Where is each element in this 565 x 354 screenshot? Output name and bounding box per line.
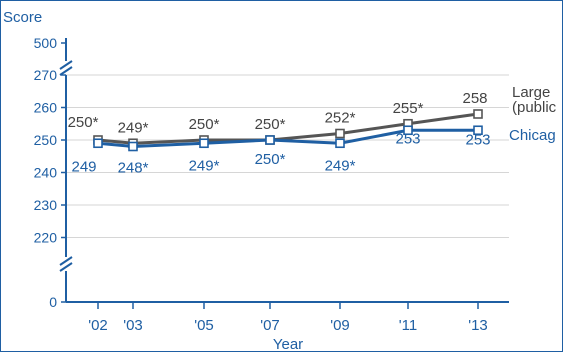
- series-1-data-label-0: 249: [71, 158, 96, 175]
- x-tick-label-2: '05: [194, 317, 214, 334]
- series-0-marker-6: [473, 109, 483, 119]
- series-1-data-label-3: 250*: [255, 151, 286, 168]
- y-tick-label-500: 500: [34, 35, 58, 51]
- series-1-marker-1: [128, 141, 138, 152]
- series-0-data-label-3: 250*: [255, 116, 286, 133]
- series-1-marker-6: [473, 125, 483, 136]
- x-axis-ticks: '02 '03 '05 '07 '09 '11 '13: [88, 317, 488, 334]
- legend-entry-chicago: Chicag: [509, 127, 556, 144]
- series-0-marker-4: [335, 128, 345, 139]
- series-1-marker-3: [265, 135, 275, 145]
- legend-entry-large-line-1: (public: [512, 99, 557, 116]
- x-tick-label-5: '11: [399, 317, 417, 334]
- y-tick-label-250: 250: [34, 132, 58, 148]
- legend-entry-large-line-0: Large: [512, 84, 550, 101]
- y-tick-label-260: 260: [34, 100, 58, 116]
- series-1-marker-2: [199, 138, 209, 149]
- series-0-data-label-6: 258: [462, 90, 487, 107]
- y-axis-title: Score: [3, 9, 42, 26]
- x-tick-label-0: '02: [88, 317, 108, 334]
- series-1-marker-0: [93, 138, 103, 149]
- x-tick-label-1: '03: [123, 317, 143, 334]
- series-1-data-label-1: 248*: [118, 160, 149, 177]
- series-line-0: [97, 112, 479, 145]
- series-1-data-label-2: 249*: [189, 157, 220, 174]
- x-tick-label-6: '13: [468, 317, 488, 334]
- x-tick-label-4: '09: [330, 317, 350, 334]
- series-group: 250* 249* 250* 250* 252* 255* 258 249 248* 249* 25…: [68, 90, 491, 177]
- series-1-marker-4: [335, 138, 345, 149]
- series-1-marker-5: [403, 125, 413, 136]
- axis-break-mark-1a: [59, 60, 73, 70]
- x-tick-label-3: '07: [260, 317, 280, 334]
- series-0-data-label-5: 255*: [393, 100, 424, 117]
- y-axis-ticks: 0 220 230 240 250 260 270 500: [34, 35, 58, 310]
- y-tick-label-240: 240: [34, 165, 58, 181]
- y-tick-label-270: 270: [34, 67, 58, 83]
- x-axis-title: Year: [273, 336, 303, 352]
- axes: [59, 38, 509, 309]
- axis-break-mark-1b: [59, 66, 73, 76]
- series-1-data-label-4: 249*: [325, 157, 356, 174]
- y-tick-label-0: 0: [49, 294, 57, 310]
- y-tick-label-230: 230: [34, 197, 58, 213]
- axis-break-mark-2b: [59, 262, 73, 272]
- series-0-data-label-2: 250*: [189, 116, 220, 133]
- y-tick-label-220: 220: [34, 230, 58, 246]
- series-1-data-label-6: 253: [465, 131, 490, 148]
- legend: Large(public Chicag: [509, 84, 557, 144]
- series-0-data-label-4: 252*: [325, 110, 356, 127]
- series-0-data-label-0: 250*: [68, 114, 99, 131]
- gridlines: [66, 74, 509, 238]
- axis-break-mark-2a: [59, 256, 73, 266]
- series-1-data-label-5: 253: [395, 130, 420, 147]
- series-0-data-label-1: 249*: [118, 119, 149, 136]
